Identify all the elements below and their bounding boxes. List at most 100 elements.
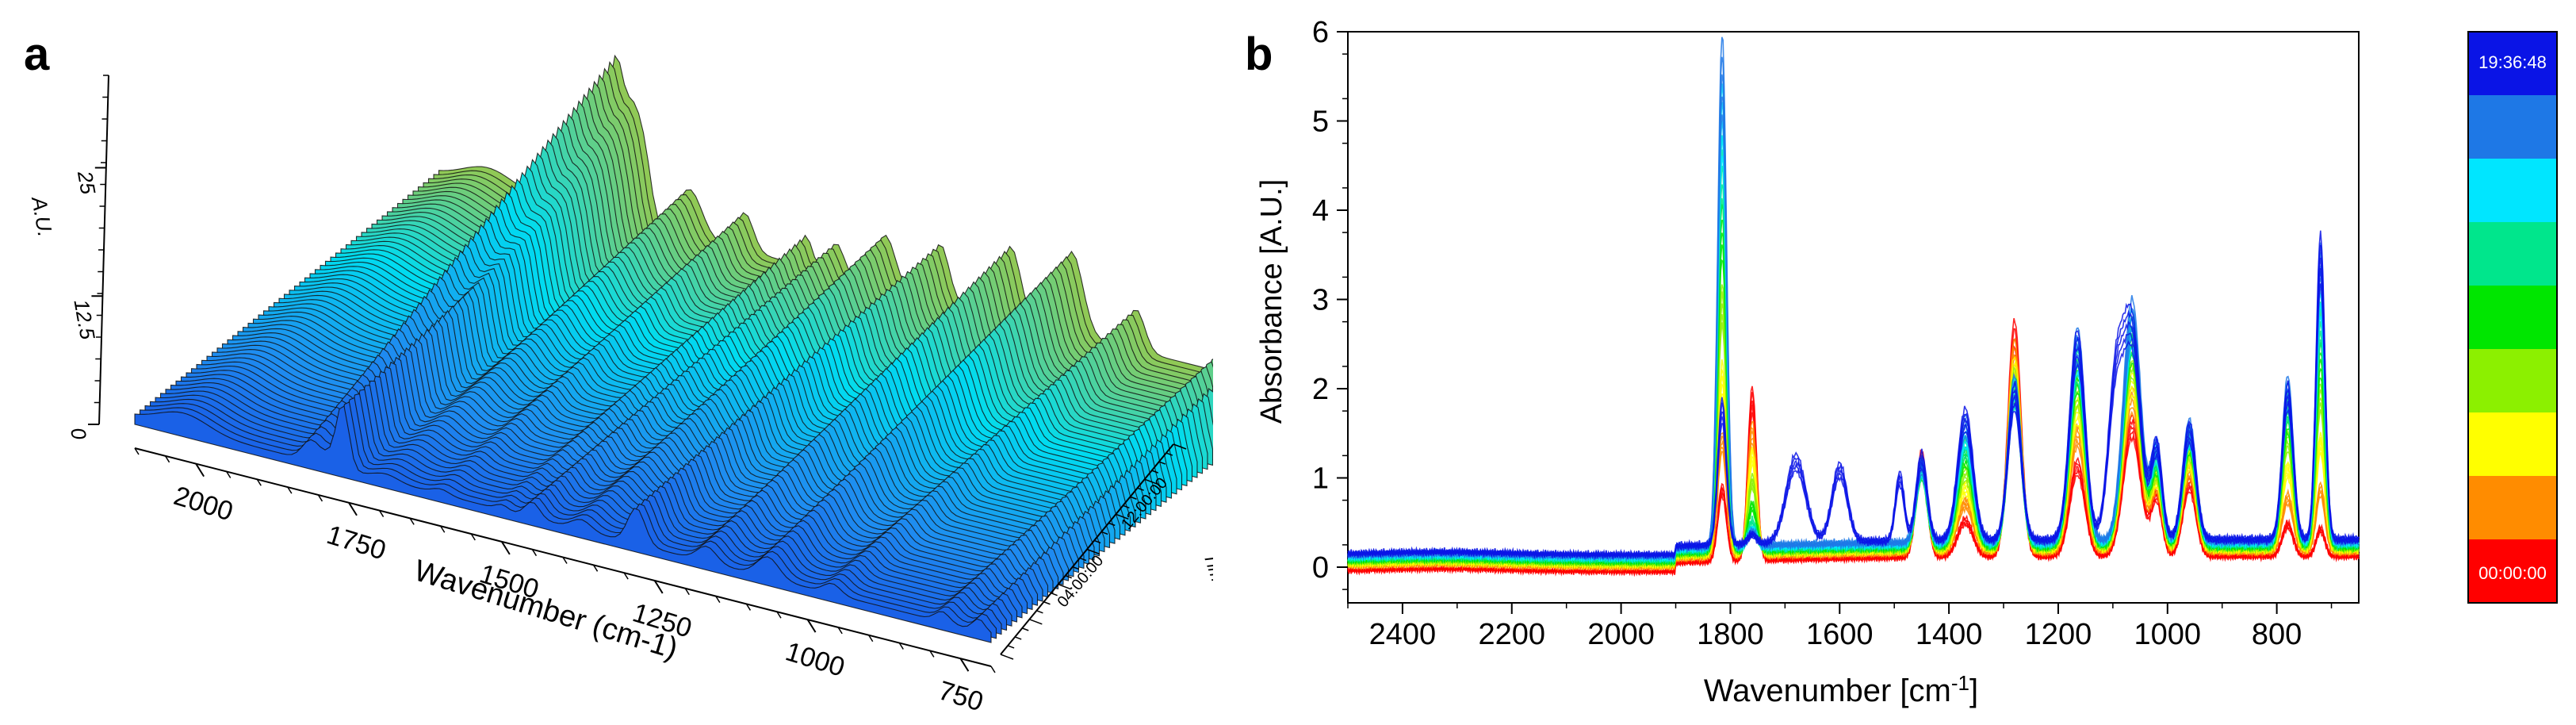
y-tick-label: 4 (1312, 194, 1329, 228)
x-minor-tick (868, 635, 874, 643)
x-minor-tick (990, 666, 996, 673)
x-minor-tick (898, 643, 904, 650)
x-tick-label: 750 (935, 675, 986, 717)
colorbar-bottom-label: 00:00:00 (2478, 563, 2547, 583)
panel-b-line-chart: b 0 1 2 3 4 5 6 2400 2200 2000 1800 1600 1400 1200 100… (1213, 0, 2576, 721)
line-plot: b 0 1 2 3 4 5 6 2400 2200 2000 1800 1600 1400 1200 100… (1245, 16, 2558, 708)
x-minor-tick (684, 588, 690, 596)
surface-slice (134, 405, 992, 643)
x-minor-tick (287, 486, 293, 494)
x-tick-label: 1200 (2025, 618, 2092, 651)
time-tick (1173, 443, 1187, 450)
x-tick-label: 1800 (1697, 618, 1764, 651)
time-tick (1058, 583, 1071, 590)
series-line (1347, 121, 2360, 564)
time-tick (1100, 531, 1108, 535)
surface-slices (134, 54, 1296, 643)
series-line (1347, 204, 2360, 567)
series-line (1347, 149, 2360, 566)
time-tick (1123, 504, 1130, 508)
y-tick-label: 3 (1312, 284, 1329, 317)
x-axis-label: Wavenumber [cm-1] (1704, 671, 1978, 708)
x-tick-label: 1750 (323, 520, 389, 566)
colorbar-frame (2467, 31, 2558, 604)
x-tick-label: 1600 (1806, 618, 1874, 651)
series-line (1347, 184, 2360, 566)
x-tick-label: 2000 (1587, 618, 1655, 651)
time-tick (1130, 496, 1137, 500)
series-line (1347, 219, 2360, 567)
time-tick (1036, 610, 1043, 614)
x-minor-tick (256, 478, 262, 486)
x-axis-label-main: Wavenumber [cm (1704, 673, 1951, 708)
series-line (1347, 36, 2360, 561)
x-minor-tick (531, 549, 538, 557)
x-minor-tick (470, 533, 476, 541)
y-tick-label: 0 (1312, 551, 1329, 585)
series-line (1347, 165, 2360, 566)
x-minor-tick (409, 517, 415, 525)
time-tick (1029, 619, 1043, 625)
series-line (1347, 244, 2360, 567)
series-line (1347, 232, 2360, 567)
colorbar-segment (2468, 159, 2557, 223)
z-tick-label: 25 (73, 168, 101, 196)
x-minor-tick (715, 596, 721, 604)
axis-ticks: 0 1 2 3 4 5 6 2400 2200 2000 1800 1600 1400 1200 1000 8… (1312, 16, 2333, 651)
series-line (1347, 83, 2360, 563)
x-minor-tick (806, 619, 813, 627)
x-minor-tick (348, 502, 354, 510)
time-tick (1007, 645, 1015, 649)
colorbar-segment (2468, 349, 2557, 413)
panel-a-3d-surface: a 0 12.5 25 2000 1750 1500 1250 1000 750 04:00:00… (0, 0, 1296, 721)
x-minor-tick (195, 463, 201, 471)
series-line (1347, 135, 2360, 565)
time-axis-label: Time (1200, 550, 1213, 593)
series-line (1347, 244, 2360, 559)
colorbar-segment (2468, 539, 2557, 604)
time-tick (1108, 522, 1116, 527)
series-line (1348, 96, 2360, 562)
colorbar-segment (2468, 222, 2557, 286)
z-tick-label: 0 (66, 426, 91, 442)
time-tick (1144, 478, 1158, 485)
x-tick-label: 800 (2252, 618, 2302, 651)
colorbar-top-label: 19:36:48 (2478, 52, 2547, 72)
time-tick (1093, 539, 1101, 544)
y-tick-label: 2 (1312, 373, 1329, 406)
x-minor-tick (745, 604, 752, 611)
x-minor-tick (226, 471, 232, 478)
x-minor-tick (134, 447, 140, 455)
x-tick-label: 1000 (782, 636, 848, 682)
colorbar-segment (2468, 95, 2557, 159)
colorbar-segment (2468, 476, 2557, 540)
z-tick-label: 12.5 (70, 297, 100, 342)
series-line (1347, 155, 2360, 565)
plot-frame (1347, 31, 2360, 604)
series-line (1347, 267, 2360, 561)
surface-axes: 012.5252000175015001250100075004:00:0012… (66, 75, 1187, 717)
x-minor-tick (317, 494, 323, 502)
y-tick-label: 6 (1312, 16, 1329, 49)
x-tick-label: 2200 (1478, 618, 1545, 651)
series-line (1347, 136, 2360, 564)
z-axis-label: A.U. (27, 194, 58, 239)
x-minor-tick (654, 580, 660, 588)
time-tick (1158, 461, 1166, 465)
x-minor-tick (501, 541, 507, 549)
series-lines (1347, 36, 2360, 577)
series-line (1347, 114, 2360, 562)
time-tick (1051, 593, 1058, 596)
series-line (1347, 56, 2360, 561)
plot-frame-rect (1347, 31, 2360, 604)
panel-letter-b: b (1245, 29, 1273, 80)
x-minor-tick (959, 658, 966, 666)
x-minor-tick (378, 510, 385, 517)
time-tick (1072, 566, 1080, 570)
x-tick-label: 2000 (170, 481, 236, 527)
surface-plot: a 012.5252000175015001250100075004:00:00… (24, 29, 1296, 717)
colorbar-segment (2468, 286, 2557, 350)
time-tick (1151, 470, 1159, 474)
y-tick-label: 1 (1312, 462, 1329, 496)
x-minor-tick (929, 650, 935, 658)
